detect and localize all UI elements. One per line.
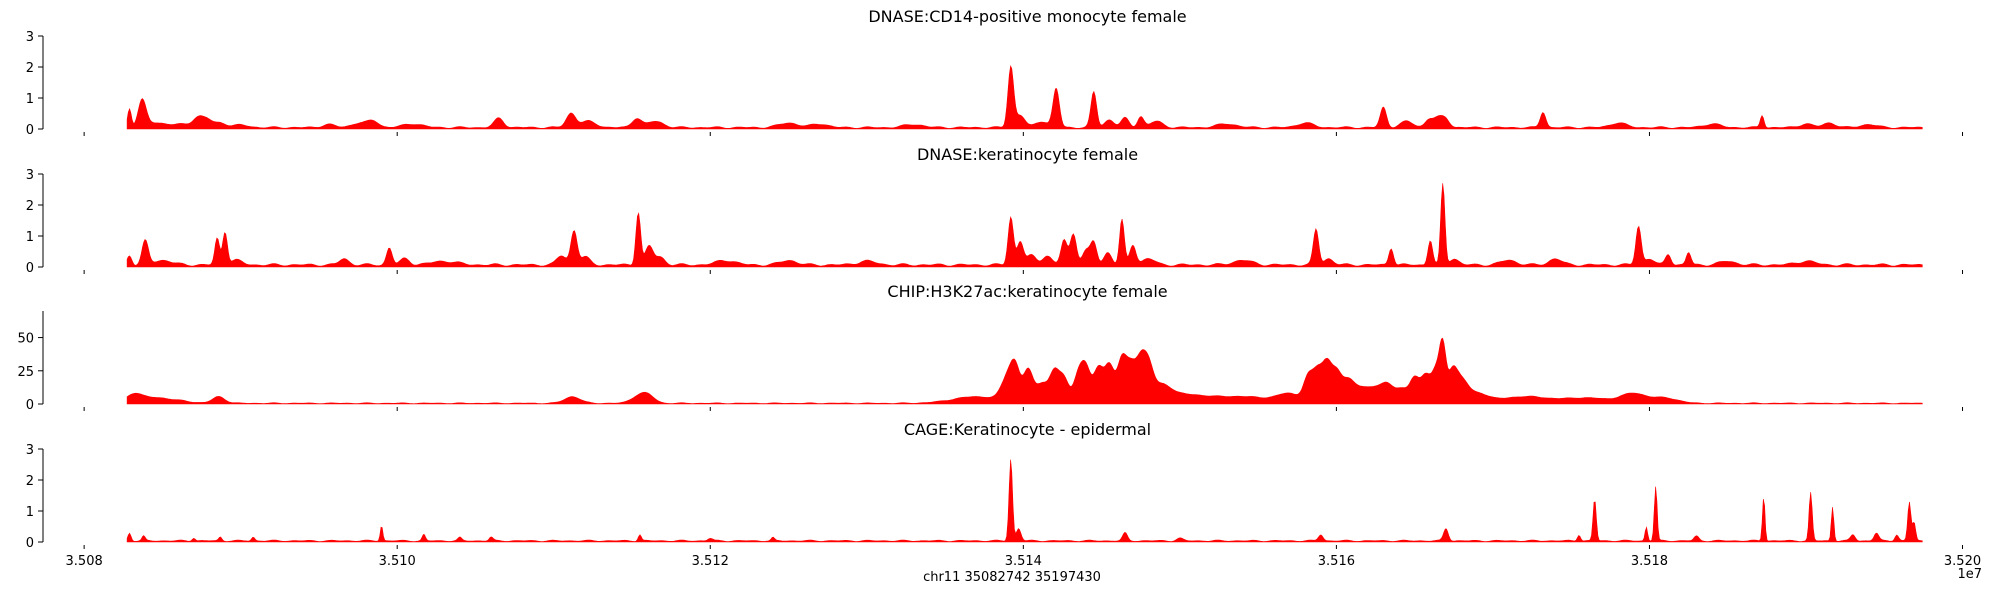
track-title: DNASE:keratinocyte female bbox=[917, 145, 1138, 164]
track-3: CHIP:H3K27ac:keratinocyte female 0 25 50 bbox=[17, 282, 1964, 413]
x-tick-label: 3.518 bbox=[1631, 554, 1668, 569]
signal-area bbox=[126, 337, 1923, 405]
x-tick-label: 3.520 bbox=[1944, 554, 1981, 569]
y-tick-label: 0 bbox=[26, 123, 34, 138]
y-tick-label: 1 bbox=[26, 92, 34, 107]
signal-area bbox=[126, 64, 1923, 130]
y-tick-label: 2 bbox=[26, 61, 34, 76]
y-tick-label: 1 bbox=[26, 505, 34, 520]
y-tick-label: 1 bbox=[26, 230, 34, 245]
y-tick-label: 0 bbox=[26, 398, 34, 413]
x-axis-offset-text: 1e7 bbox=[1957, 567, 1982, 582]
track-1: DNASE:CD14-positive monocyte female 0 1 2 3 bbox=[26, 7, 1964, 138]
y-tick-label: 0 bbox=[26, 261, 34, 276]
x-axis-label: chr11 35082742 35197430 bbox=[923, 570, 1101, 585]
y-tick-label: 0 bbox=[26, 536, 34, 551]
x-tick-label: 3.512 bbox=[692, 554, 729, 569]
y-tick-label: 2 bbox=[26, 474, 34, 489]
x-tick-label: 3.514 bbox=[1005, 554, 1042, 569]
x-tick-label: 3.508 bbox=[66, 554, 103, 569]
track-4: CAGE:Keratinocyte - epidermal 0 1 2 3 bbox=[26, 420, 1964, 551]
x-tick-label: 3.516 bbox=[1318, 554, 1355, 569]
y-tick-label: 3 bbox=[26, 30, 34, 45]
track-title: CHIP:H3K27ac:keratinocyte female bbox=[887, 282, 1167, 301]
tracks-layer: DNASE:CD14-positive monocyte female0123D… bbox=[17, 7, 1981, 569]
signal-area bbox=[126, 459, 1923, 543]
signal-area bbox=[126, 183, 1923, 268]
track-title: DNASE:CD14-positive monocyte female bbox=[868, 7, 1186, 26]
y-tick-label: 3 bbox=[26, 168, 34, 183]
y-tick-label: 3 bbox=[26, 443, 34, 458]
x-tick-label: 3.510 bbox=[379, 554, 416, 569]
y-tick-label: 50 bbox=[17, 332, 34, 347]
y-tick-label: 25 bbox=[17, 365, 34, 380]
track-2: DNASE:keratinocyte female 0 1 2 3 bbox=[26, 145, 1964, 276]
track-title: CAGE:Keratinocyte - epidermal bbox=[904, 420, 1151, 439]
y-tick-label: 2 bbox=[26, 199, 34, 214]
